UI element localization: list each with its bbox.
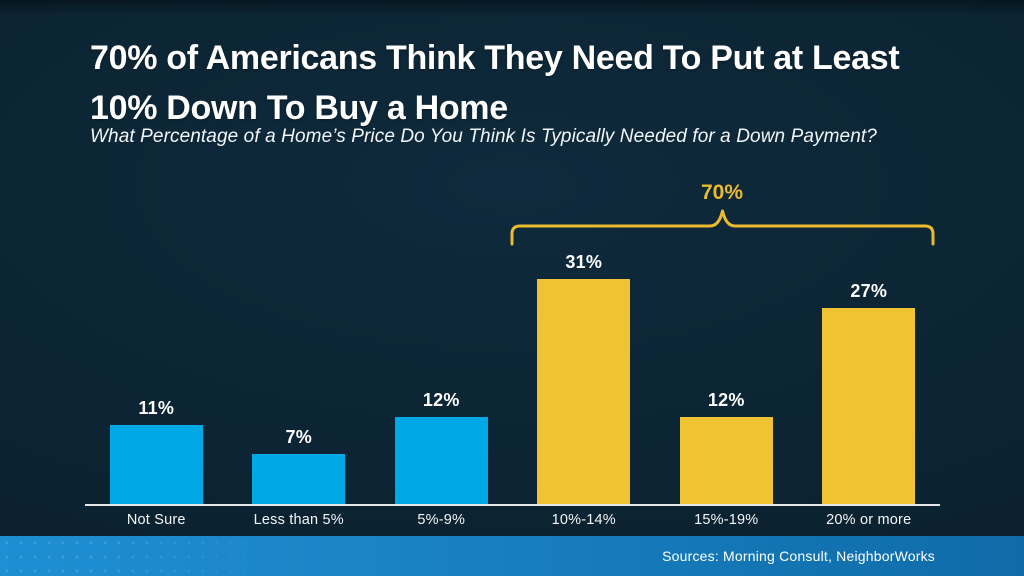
category-label: 5%-9% (417, 512, 466, 528)
category-label: Not Sure (126, 512, 186, 528)
bars-row: 11% 7% 12% 31% 12% 27% (85, 252, 940, 505)
bar-group: 7% (228, 427, 371, 505)
x-axis-line (85, 504, 940, 506)
bar (394, 417, 488, 505)
bar-value-label: 12% (422, 390, 460, 410)
title-line-2: 10% Down To Buy a Home (90, 89, 508, 127)
bar (252, 454, 346, 505)
chart-subtitle: What Percentage of a Home’s Price Do You… (90, 126, 877, 147)
bar (679, 417, 773, 505)
bar (537, 279, 631, 505)
category-label: Less than 5% (253, 512, 344, 528)
categories-row: Not Sure Less than 5% 5%-9% 10%-14% 15%-19% 2… (85, 512, 940, 528)
title-line-1: 70% of Americans Think They Need To Put … (90, 39, 900, 77)
bar-value-label: 31% (565, 252, 603, 272)
category-label: 10%-14% (551, 512, 616, 528)
footer-bar: Sources: Morning Consult, NeighborWorks (0, 536, 1024, 576)
page-title: 70% of Americans Think They Need To Put … (90, 33, 970, 133)
footer-dots-pattern-icon (0, 536, 300, 576)
bar-value-label: 7% (285, 427, 312, 447)
bar-group: 27% (798, 281, 941, 505)
bar-group: 12% (655, 390, 798, 505)
bar-value-label: 12% (707, 390, 745, 410)
bar-value-label: 11% (138, 398, 175, 418)
bracket-annotation-label: 70% (700, 181, 744, 204)
bar (109, 425, 203, 505)
bar-group: 12% (370, 390, 513, 505)
bar-group: 31% (513, 252, 656, 505)
sources-text: Sources: Morning Consult, NeighborWorks (662, 548, 935, 564)
category-label: 20% or more (826, 512, 912, 528)
bar-group: 11% (85, 398, 228, 505)
category-label: 15%-19% (694, 512, 759, 528)
bar-value-label: 27% (850, 281, 888, 301)
bar (822, 308, 916, 505)
